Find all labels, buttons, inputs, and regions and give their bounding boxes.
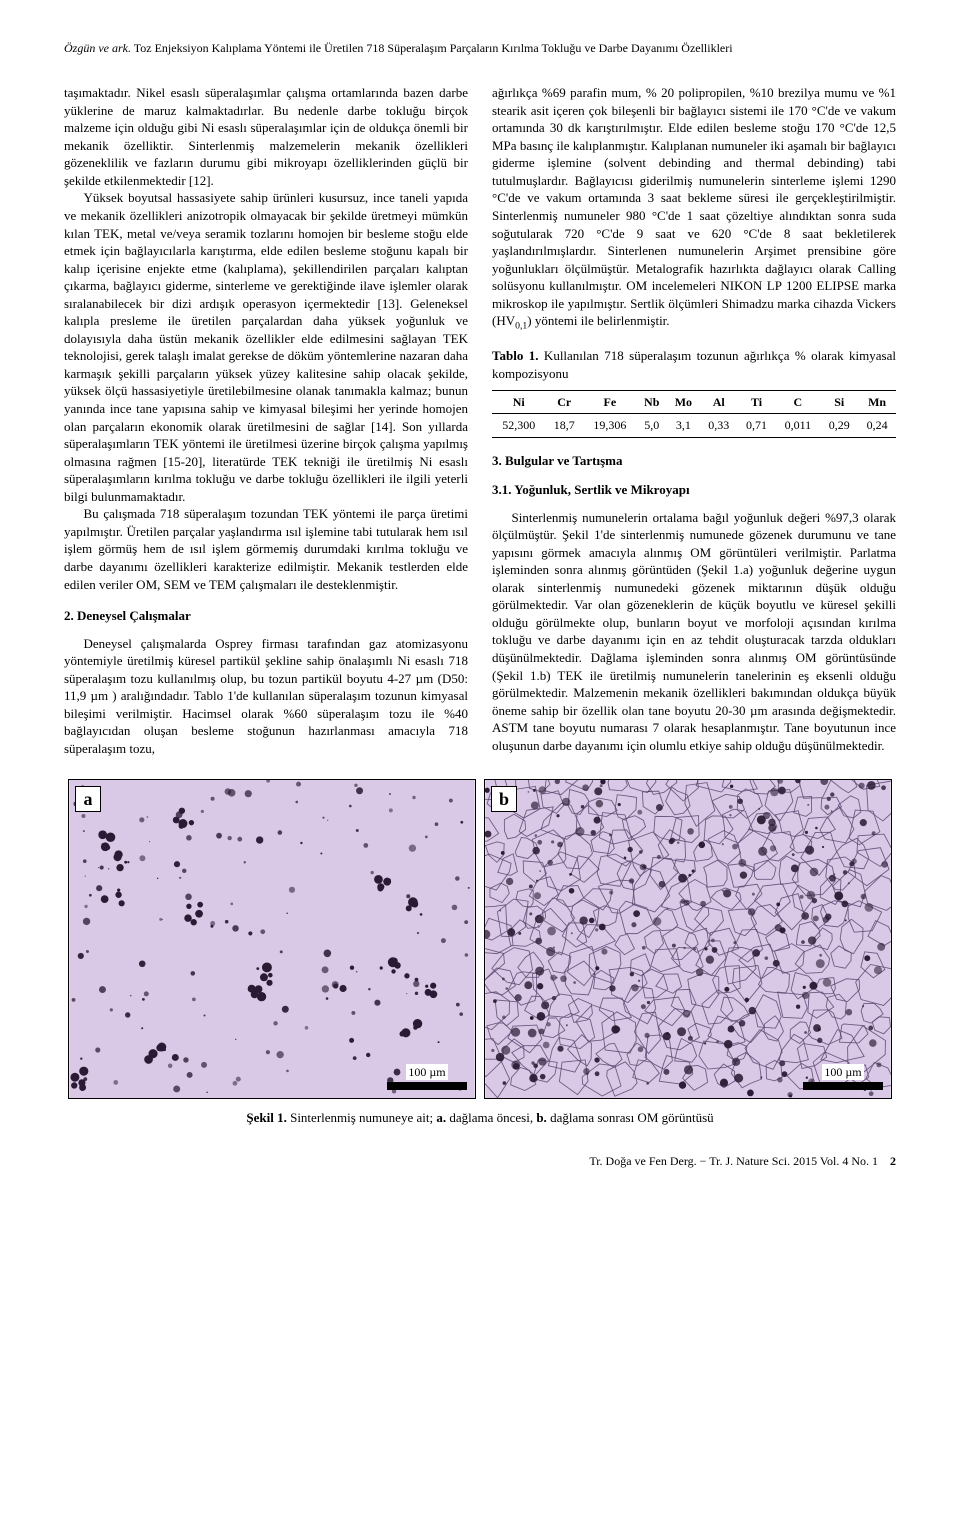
footer-page: 2 (890, 1154, 896, 1168)
scalebar-b-label: 100 µm (822, 1064, 863, 1080)
para-r1-b: ) yöntemi ile belirlenmiştir. (527, 313, 669, 328)
th-mo: Mo (667, 391, 700, 414)
table-caption: Tablo 1. Kullanılan 718 süperalaşım tozu… (492, 347, 896, 382)
th-ni: Ni (492, 391, 545, 414)
micrograph-a: a 100 µm (68, 779, 476, 1099)
table-caption-bold: Tablo 1. (492, 348, 539, 363)
para-r2: Sinterlenmiş numunelerin ortalama bağıl … (492, 509, 896, 755)
running-head: Özgün ve ark. Toz Enjeksiyon Kalıplama Y… (64, 40, 896, 56)
th-nb: Nb (637, 391, 667, 414)
scalebar-b-bar (803, 1082, 883, 1090)
th-c: C (775, 391, 820, 414)
para-l4: Deneysel çalışmalarda Osprey firması tar… (64, 635, 468, 758)
figure-caption: Şekil 1. Sinterlenmiş numuneye ait; a. d… (64, 1109, 896, 1127)
running-head-authors: Özgün ve ark. (64, 41, 131, 55)
fig-cap-3: dağlama sonrası OM görüntüsü (547, 1110, 714, 1125)
micrograph-b: b 100 µm (484, 779, 892, 1099)
td-al: 0,33 (700, 414, 738, 437)
para-l2: Yüksek boyutsal hassasiyete sahip ürünle… (64, 189, 468, 505)
panel-label-b: b (491, 786, 517, 812)
table-caption-rest: Kullanılan 718 süperalaşım tozunun ağırl… (492, 348, 896, 381)
running-head-title: Toz Enjeksiyon Kalıplama Yöntemi ile Üre… (131, 41, 733, 55)
scalebar-a-label: 100 µm (406, 1064, 447, 1080)
micrograph-b-svg (485, 780, 891, 1098)
td-ti: 0,71 (738, 414, 776, 437)
footer-text: Tr. Doğa ve Fen Derg. − Tr. J. Nature Sc… (589, 1154, 878, 1168)
scalebar-a-bar (387, 1082, 467, 1090)
td-cr: 18,7 (545, 414, 583, 437)
th-al: Al (700, 391, 738, 414)
para-l3: Bu çalışmada 718 süperalaşım tozundan TE… (64, 505, 468, 593)
fig-cap-2: dağlama öncesi, (446, 1110, 536, 1125)
fig-cap-bold: Şekil 1. (246, 1110, 286, 1125)
micrograph-a-svg (69, 780, 475, 1098)
para-l1: taşımaktadır. Nikel esaslı süperalaşımla… (64, 84, 468, 189)
subheading-density: 3.1. Yoğunluk, Sertlik ve Mikroyapı (492, 481, 896, 499)
para-r1-sub: 0,1 (515, 321, 527, 332)
scalebar-a: 100 µm (387, 1064, 467, 1090)
td-ni: 52,300 (492, 414, 545, 437)
th-ti: Ti (738, 391, 776, 414)
th-mn: Mn (858, 391, 896, 414)
fig-cap-a: a. (436, 1110, 446, 1125)
fig-cap-b: b. (536, 1110, 546, 1125)
td-mo: 3,1 (667, 414, 700, 437)
td-nb: 5,0 (637, 414, 667, 437)
para-r1: ağırlıkça %69 parafin mum, % 20 poliprop… (492, 84, 896, 333)
th-cr: Cr (545, 391, 583, 414)
page-footer: Tr. Doğa ve Fen Derg. − Tr. J. Nature Sc… (64, 1153, 896, 1169)
th-si: Si (820, 391, 858, 414)
td-si: 0,29 (820, 414, 858, 437)
body-columns: taşımaktadır. Nikel esaslı süperalaşımla… (64, 84, 896, 757)
composition-table: Ni Cr Fe Nb Mo Al Ti C Si Mn 52,300 18,7… (492, 390, 896, 437)
panel-label-a: a (75, 786, 101, 812)
fig-cap-1: Sinterlenmiş numuneye ait; (287, 1110, 436, 1125)
th-fe: Fe (583, 391, 636, 414)
td-c: 0,011 (775, 414, 820, 437)
heading-experimental: 2. Deneysel Çalışmalar (64, 607, 468, 625)
td-fe: 19,306 (583, 414, 636, 437)
heading-results: 3. Bulgular ve Tartışma (492, 452, 896, 470)
para-r1-a: ağırlıkça %69 parafin mum, % 20 poliprop… (492, 85, 896, 328)
figure-1: a 100 µm b 100 µm Şekil 1. Sinterlenmiş … (64, 779, 896, 1127)
scalebar-b: 100 µm (803, 1064, 883, 1090)
td-mn: 0,24 (858, 414, 896, 437)
